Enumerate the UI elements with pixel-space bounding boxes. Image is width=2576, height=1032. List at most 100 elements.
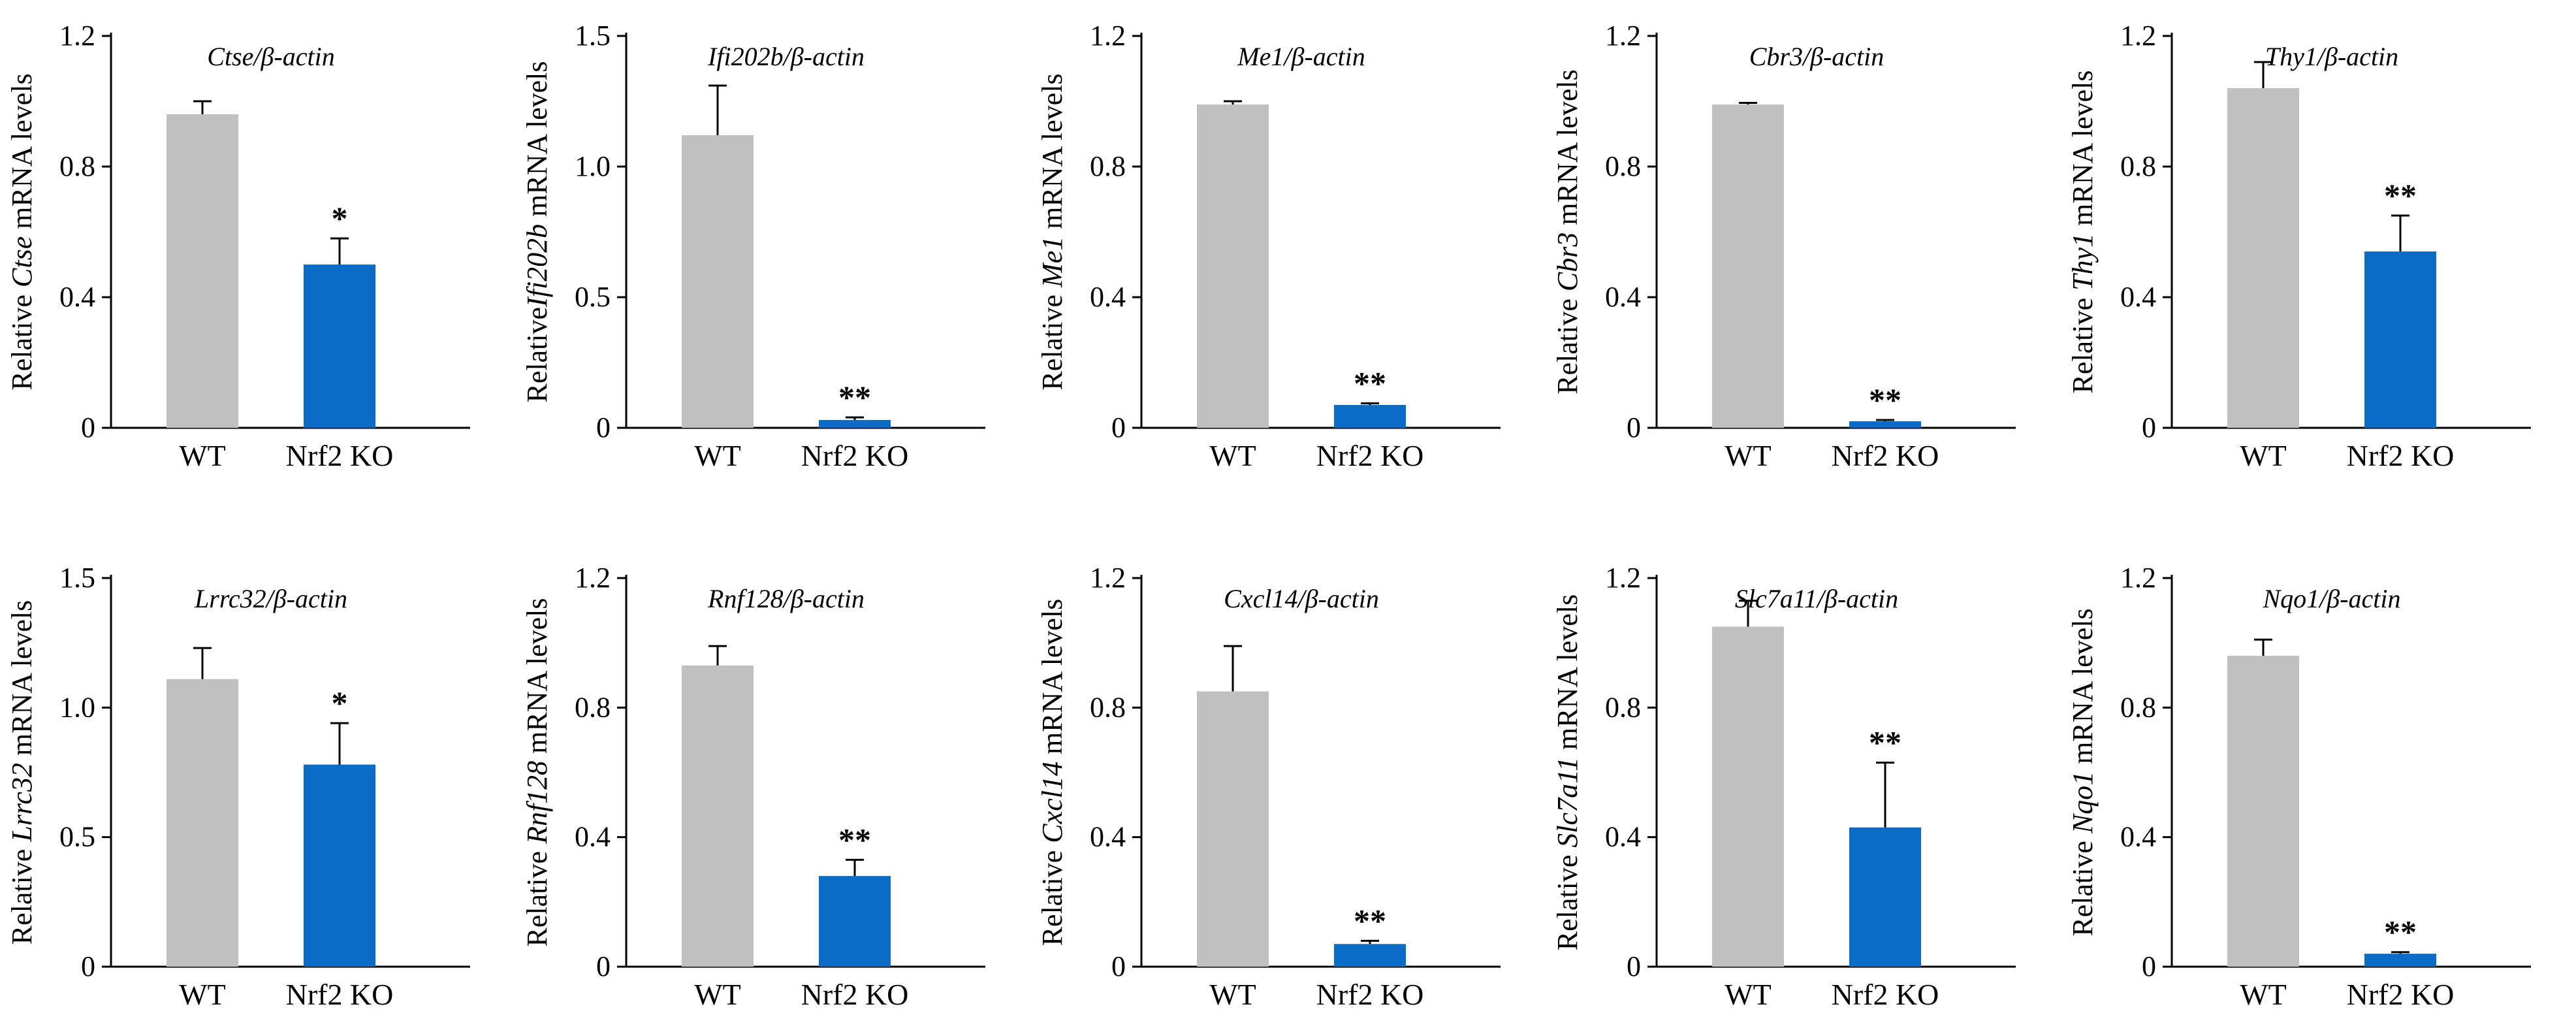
y-tick-label: 0.8 [1090, 691, 1126, 723]
bar-wt [1197, 691, 1269, 967]
y-tick-label: 0.8 [1090, 150, 1126, 182]
bar-nrf2-ko [1334, 944, 1406, 967]
y-tick-label: 0.5 [59, 821, 95, 853]
y-axis-label-suffix: mRNA levels [6, 73, 38, 236]
y-tick-label: 0 [1627, 411, 1641, 443]
y-axis-label-gene: Nqo1 [2067, 771, 2099, 834]
category-label-nrf2-ko: Nrf2 KO [2347, 978, 2455, 1011]
chart-title-suffix: /β-actin [1282, 42, 1365, 71]
y-tick-label: 0.8 [1605, 691, 1641, 723]
chart-title: Lrrc32/β-actin [194, 584, 347, 613]
category-label-nrf2-ko: Nrf2 KO [1832, 439, 1939, 472]
bar-wt [682, 665, 754, 967]
y-axis-label: Relative Cxcl14 mRNA levels [1036, 599, 1068, 946]
y-axis-label: Relative Ctse mRNA levels [6, 73, 38, 390]
chart-panel-thy1: 0 0.4 0.8 1.2 WT ** Nrf2 KO Thy1/β-actin Relativ… [2067, 20, 2531, 472]
y-tick-label: 0.8 [2120, 691, 2156, 723]
bar-nrf2-ko [819, 420, 891, 428]
category-label-nrf2-ko: Nrf2 KO [801, 978, 909, 1011]
bar-wt [167, 679, 238, 967]
y-tick-label: 1.0 [575, 150, 611, 182]
y-axis-label-prefix: Relative [521, 844, 553, 947]
y-axis-label-suffix: mRNA levels [521, 61, 553, 223]
chart-title: Nqo1/β-actin [2262, 584, 2400, 613]
chart-title-gene: Ifi202b [707, 42, 784, 71]
significance-mark: ** [1354, 902, 1386, 939]
chart-title-gene: Thy1 [2265, 42, 2317, 71]
chart-title-gene: Nqo1 [2262, 584, 2319, 613]
y-tick-label: 1.2 [1090, 20, 1126, 52]
y-tick-label: 0.4 [2120, 281, 2156, 313]
y-axis-label-gene: Cxcl14 [1036, 762, 1068, 843]
chart-title-suffix: /β-actin [1802, 42, 1884, 71]
category-label-wt: WT [694, 978, 741, 1011]
y-tick-label: 0.4 [1090, 281, 1126, 313]
y-axis-label-prefix: Relative [1036, 287, 1068, 391]
chart-panel-ctse: 0 0.4 0.8 1.2 WT * Nrf2 KO Ctse/β-actin Relative… [6, 20, 470, 472]
bar-wt [2227, 88, 2299, 428]
y-axis-label-prefix: Relative [6, 287, 38, 391]
y-axis-label-prefix: Relative [2067, 833, 2099, 937]
y-tick-label: 0 [81, 950, 95, 982]
y-axis-label-prefix: Relative [2067, 291, 2099, 394]
category-label-wt: WT [1209, 439, 1256, 472]
bar-wt [1712, 626, 1784, 967]
y-axis-label-suffix: mRNA levels [1036, 599, 1068, 762]
chart-title: Ifi202b/β-actin [707, 42, 865, 71]
category-label-nrf2-ko: Nrf2 KO [1832, 978, 1939, 1011]
chart-title: Slc7a11/β-actin [1735, 584, 1898, 613]
significance-mark: ** [838, 821, 871, 858]
bar-nrf2-ko [2364, 251, 2436, 428]
y-tick-label: 0 [2142, 950, 2156, 982]
chart-panel-nqo1: 0 0.4 0.8 1.2 WT ** Nrf2 KO Nqo1/β-actin Relativ… [2067, 562, 2531, 1011]
chart-title-suffix: /β-actin [1296, 584, 1378, 613]
y-tick-label: 1.0 [59, 691, 95, 723]
category-label-wt: WT [694, 439, 741, 472]
y-axis-label-suffix: mRNA levels [1551, 69, 1583, 232]
y-axis-label-prefix: Relative [521, 307, 553, 403]
y-tick-label: 1.2 [59, 20, 95, 52]
chart-panel-ifi202b: 0 0.5 1.0 1.5 WT ** Nrf2 KO Ifi202b/β-actin Rela… [521, 20, 985, 472]
chart-title: Me1/β-actin [1237, 42, 1365, 71]
y-tick-label: 0 [1111, 411, 1126, 443]
y-tick-label: 1.2 [1090, 562, 1126, 594]
chart-panel-lrrc32: 0 0.5 1.0 1.5 WT * Nrf2 KO Lrrc32/β-actin Relati… [6, 562, 470, 1011]
chart-title-suffix: /β-actin [252, 42, 334, 71]
significance-mark: ** [1869, 724, 1901, 761]
chart-title-gene: Me1 [1237, 42, 1284, 71]
category-label-nrf2-ko: Nrf2 KO [286, 439, 394, 472]
y-tick-label: 1.2 [1605, 562, 1641, 594]
y-tick-label: 1.2 [2120, 562, 2156, 594]
y-axis-label-gene: Ifi202b [521, 224, 553, 308]
y-tick-label: 0.4 [1090, 821, 1126, 853]
y-tick-label: 0 [1111, 950, 1126, 982]
bar-nrf2-ko [304, 764, 375, 967]
y-tick-label: 0.5 [575, 281, 611, 313]
chart-title: Thy1/β-actin [2265, 42, 2398, 71]
chart-title: Ctse/β-actin [207, 42, 334, 71]
y-axis-label-gene: Ctse [6, 236, 38, 287]
chart-panel-slc7a11: 0 0.4 0.8 1.2 WT ** Nrf2 KO Slc7a11/β-actin Rela… [1551, 562, 2016, 1011]
significance-mark: ** [838, 379, 871, 415]
category-label-wt: WT [1725, 978, 1772, 1011]
category-label-nrf2-ko: Nrf2 KO [2347, 439, 2455, 472]
bar-wt [1712, 105, 1784, 428]
y-tick-label: 0.4 [59, 281, 95, 313]
y-tick-label: 1.2 [1605, 20, 1641, 52]
chart-title-gene: Cxcl14 [1224, 584, 1297, 613]
chart-title: Cbr3/β-actin [1749, 42, 1884, 71]
bar-wt [682, 135, 754, 428]
y-axis-label-gene: Lrrc32 [6, 763, 38, 843]
bar-nrf2-ko [1849, 827, 1921, 967]
y-tick-label: 0 [596, 950, 611, 982]
chart-title-suffix: /β-actin [265, 584, 347, 613]
bar-wt [1197, 105, 1269, 428]
y-axis-label-suffix: mRNA levels [1551, 594, 1583, 757]
category-label-wt: WT [2240, 439, 2287, 472]
category-label-nrf2-ko: Nrf2 KO [286, 978, 394, 1011]
category-label-wt: WT [2240, 978, 2287, 1011]
y-tick-label: 0.4 [1605, 281, 1641, 313]
significance-mark: * [332, 685, 348, 721]
y-axis-label-suffix: mRNA levels [2067, 71, 2099, 233]
